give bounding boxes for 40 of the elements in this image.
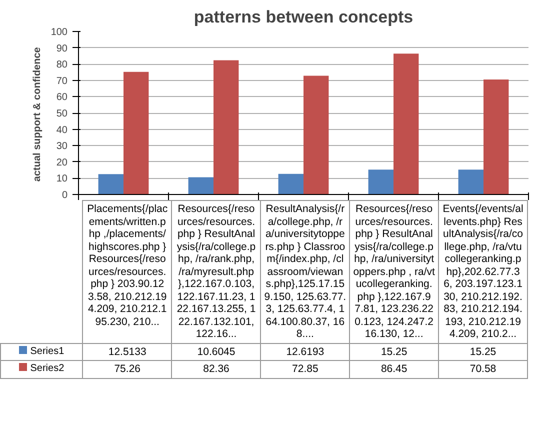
bar <box>278 174 304 194</box>
data-label: 82.36 <box>172 360 261 378</box>
data-label: 12.6193 <box>260 343 350 360</box>
y-tick-label: 100 <box>50 27 68 38</box>
bar <box>458 170 484 194</box>
y-tick-label: 40 <box>56 124 68 136</box>
category-label: ResultAnalysis{/ra/college.php, /ra/universitytoppers.php } Classroom{/index.php, /classroom/viewans.php},125.17.159.150, 125.63.77.3, 125.63.77.4, 164.100.80.37, 168.... <box>264 203 346 340</box>
bar <box>188 177 214 194</box>
bar <box>394 54 419 194</box>
data-label: 15.25 <box>350 343 439 360</box>
bar <box>304 76 329 194</box>
bar <box>368 170 394 194</box>
y-axis-title: actual support & confidence <box>32 46 43 182</box>
data-label: 10.6045 <box>172 343 261 360</box>
y-tick-label: 80 <box>56 60 68 71</box>
category-label: Placements{/placements/written.php ,/placements/highscores.php }Resources{/resources/resources.php } 203.90.123.58, 210.212.194.209, 210.212.195.230, 210... <box>87 203 168 328</box>
y-tick-label: 30 <box>56 141 68 152</box>
category-label: Resources{/resources/resources.php } ResultAnalysis{/ra/college.php, /ra/universitytoppers.php , ra/vtucollegeranking.php },122.167.97.81, 123.236.220.123, 124.247.216.130, 12... <box>353 203 435 340</box>
bar <box>98 174 124 194</box>
data-label: 75.26 <box>82 360 172 378</box>
y-tick-label: 90 <box>56 43 68 54</box>
data-label: 12.5133 <box>82 343 172 360</box>
y-tick-label: 50 <box>56 108 68 120</box>
category-label: Resources{/resources/resources.php } ResultAnalysis{/ra/college.php, /ra/rank.php, /ra/myresult.php },122.167.0.103, 122.167.11.23, 122.167.13.255, 122.167.132.101, 122.16... <box>176 203 256 340</box>
legend-label: Series2 <box>0 360 83 378</box>
data-label: 15.25 <box>438 343 528 360</box>
bar <box>214 60 239 194</box>
legend-label: Series1 <box>0 343 83 360</box>
y-tick-label: 70 <box>56 76 68 87</box>
y-tick-label: 10 <box>56 174 68 185</box>
chart-title: patterns between concepts <box>194 8 414 26</box>
category-label: Events{/events/allevents.php} ResultAnalysis{/ra/college.php, /ra/vtucollegeranking.php},202.62.77.36, 203.197.123.130, 210.212.192.83, 210.212.194.193, 210.212.194.209, 210.2... <box>442 203 524 340</box>
bar <box>484 79 509 194</box>
data-label: 86.45 <box>350 360 439 378</box>
bar <box>124 72 149 194</box>
data-label: 70.58 <box>438 360 528 378</box>
y-tick-label: 0 <box>62 190 68 201</box>
y-tick-label: 20 <box>56 157 68 168</box>
y-tick-label: 60 <box>56 92 68 104</box>
data-label: 72.85 <box>260 360 350 378</box>
